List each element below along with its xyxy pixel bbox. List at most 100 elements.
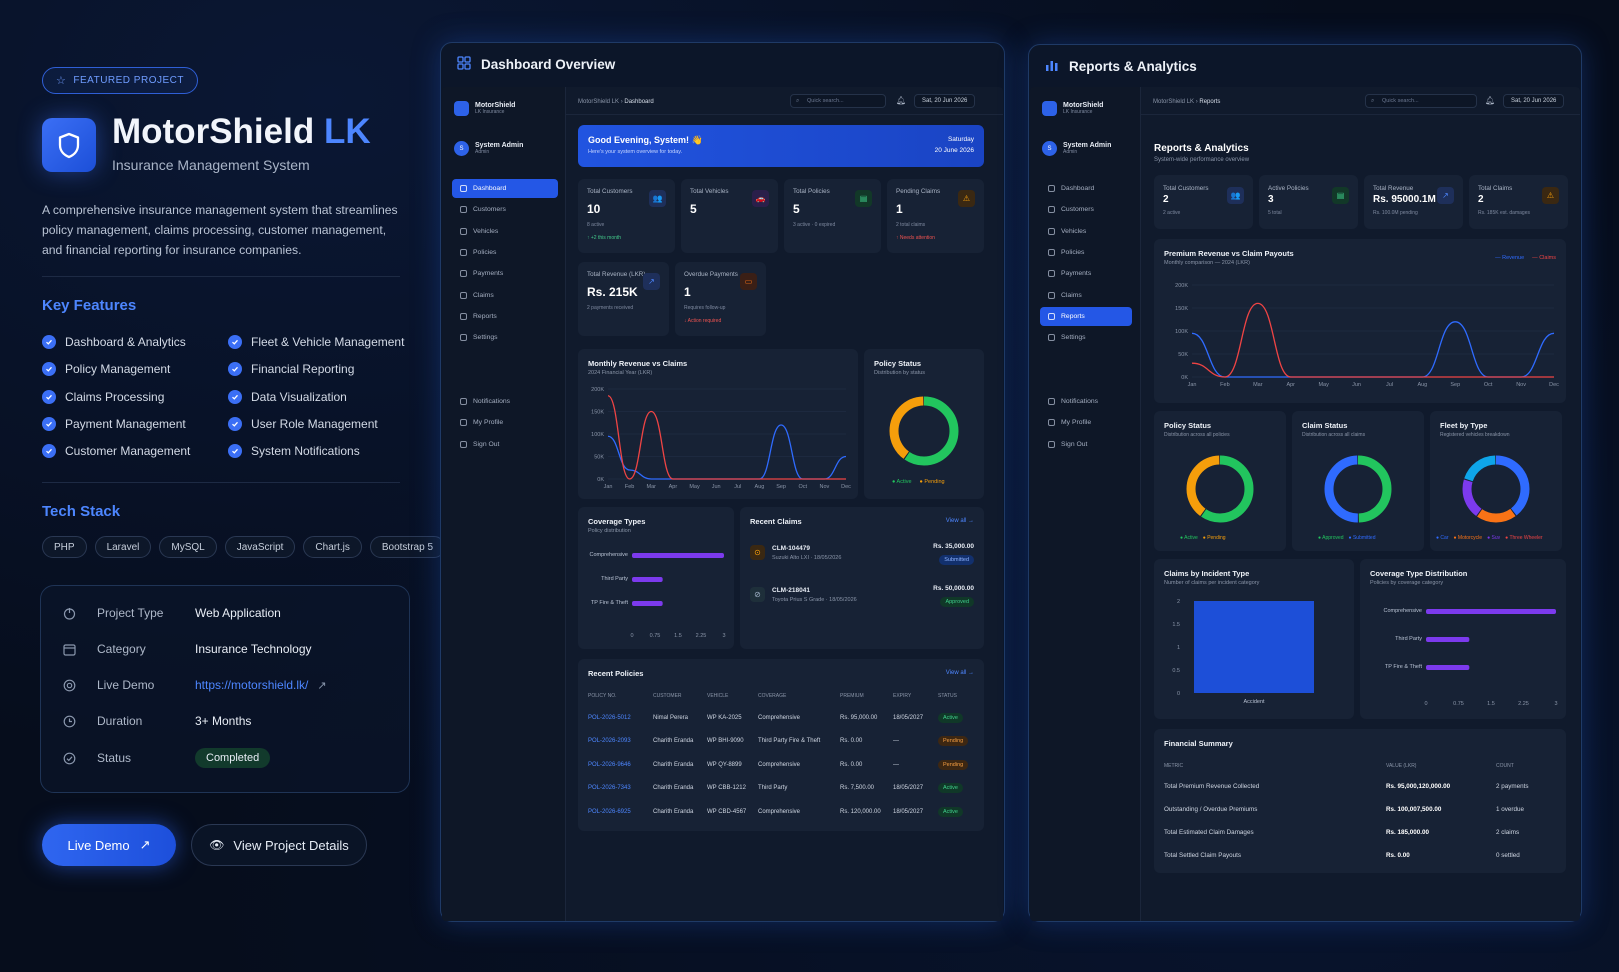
claim-vehicle: Toyota Prius S Grade · 18/05/2026 xyxy=(772,597,857,603)
grid-icon xyxy=(457,55,471,73)
check-icon xyxy=(228,389,242,404)
sidebar-item-policies[interactable]: Policies xyxy=(1040,243,1132,262)
live-demo-link[interactable]: https://motorshield.lk/ xyxy=(195,678,309,692)
stat-value: 2 xyxy=(1478,194,1484,205)
report-stat-card: Total Customers 2 2 active 👥 xyxy=(1154,175,1253,229)
legend-item: ● Car xyxy=(1436,535,1449,541)
sidebar-brand: MotorShield LK Insurance xyxy=(454,101,515,116)
feature-item: Payment Management xyxy=(42,416,222,432)
sidebar-item-reports[interactable]: Reports xyxy=(1040,306,1132,326)
claim-item[interactable]: ⊘ CLM-218041 Toyota Prius S Grade · 18/05/… xyxy=(740,583,984,615)
feature-item: Dashboard & Analytics xyxy=(42,334,222,350)
sidebar-item-settings[interactable]: Settings xyxy=(452,328,558,347)
y-tick-label: 0K xyxy=(1181,375,1188,381)
stat-sub: 2 active xyxy=(1163,210,1181,216)
donut-legend: ● Active ● Pending xyxy=(1180,535,1226,541)
sidebar-brand: MotorShield LK Insurance xyxy=(1042,101,1103,116)
table-cell: Rs. 0.00 xyxy=(1386,852,1410,859)
table-row[interactable]: POL-2026-7343 Charith Eranda WP CBB-1212 Th… xyxy=(578,783,984,799)
donut-card: Policy Status Distribution across all pol… xyxy=(1154,411,1286,551)
claim-amount: Rs. 35,000.00 xyxy=(933,543,974,550)
shield-logo xyxy=(42,118,96,172)
policy-link[interactable]: POL-2026-5012 xyxy=(588,715,631,721)
bar-label: TP Fire & Theft xyxy=(591,600,629,606)
date-display: Sat, 20 Jun 2026 xyxy=(1503,94,1565,108)
bell-icon[interactable]: 🔔︎ xyxy=(896,96,907,105)
sidebar-item-dashboard[interactable]: Dashboard xyxy=(452,179,558,198)
table-row[interactable]: POL-2026-5012 Nimal Perera WP KA-2025 Compr… xyxy=(578,713,984,729)
sidebar-item-my-profile[interactable]: My Profile xyxy=(1040,413,1132,432)
sidebar-item-notifications[interactable]: Notifications xyxy=(452,392,558,411)
user-role: Admin xyxy=(1063,149,1078,155)
sidebar-item-reports[interactable]: Reports xyxy=(452,307,558,326)
sidebar-item-customers[interactable]: Customers xyxy=(1040,200,1132,219)
policy-link[interactable]: POL-2026-7343 xyxy=(588,785,631,792)
policy-link[interactable]: POL-2026-9646 xyxy=(588,761,631,768)
y-tick-label: 100K xyxy=(1175,329,1188,335)
table-cell: Nimal Perera xyxy=(653,715,689,721)
bell-icon[interactable]: 🔔︎ xyxy=(1485,96,1496,105)
x-tick-label: Accident xyxy=(1243,699,1265,705)
info-key: Duration xyxy=(97,714,143,728)
check-icon xyxy=(42,362,56,377)
crumb-root[interactable]: MotorShield LK xyxy=(578,99,620,105)
chart-title: Fleet by Type xyxy=(1440,421,1488,430)
sidebar-item-my-profile[interactable]: My Profile xyxy=(452,413,558,432)
live-demo-button[interactable]: Live Demo ↗ xyxy=(42,824,176,866)
bar xyxy=(1194,601,1314,693)
table-row[interactable]: POL-2026-9646 Charith Eranda WP QY-8899 Com… xyxy=(578,759,984,776)
check-icon xyxy=(42,444,56,459)
sidebar-item-vehicles[interactable]: Vehicles xyxy=(1040,222,1132,241)
sidebar-item-customers[interactable]: Customers xyxy=(452,200,558,219)
feature-label: Policy Management xyxy=(65,362,171,377)
y-tick-label: 200K xyxy=(1175,283,1188,289)
external-link-icon[interactable]: ↗ xyxy=(317,679,327,692)
table-header: CUSTOMER xyxy=(653,693,682,699)
sidebar-item-payments[interactable]: Payments xyxy=(1040,264,1132,283)
panel-title: Dashboard Overview xyxy=(481,56,616,72)
sidebar-item-policies[interactable]: Policies xyxy=(452,243,558,262)
sidebar-item-settings[interactable]: Settings xyxy=(1040,328,1132,347)
features-heading: Key Features xyxy=(42,297,137,314)
search-input[interactable]: ⌕ Quick search... xyxy=(1365,94,1477,108)
view-all-policies-link[interactable]: View all → xyxy=(945,670,974,676)
feature-item: Customer Management xyxy=(42,443,222,459)
sidebar-item-payments[interactable]: Payments xyxy=(452,264,558,283)
sidebar-user[interactable]: S System Admin Admin xyxy=(454,141,523,156)
sidebar-item-vehicles[interactable]: Vehicles xyxy=(452,222,558,241)
search-input[interactable]: ⌕ Quick search... xyxy=(790,94,886,108)
sidebar-item-sign-out[interactable]: Sign Out xyxy=(1040,435,1132,454)
y-tick-label: 0K xyxy=(597,477,604,483)
view-all-claims-link[interactable]: View all → xyxy=(945,518,974,524)
sidebar-item-notifications[interactable]: Notifications xyxy=(1040,392,1132,411)
sidebar-item-claims[interactable]: Claims xyxy=(1040,286,1132,305)
policy-link[interactable]: POL-2026-6925 xyxy=(588,808,631,815)
donut-slice xyxy=(1324,455,1392,523)
view-details-button[interactable]: 👁 View Project Details xyxy=(191,824,367,866)
table-row[interactable]: POL-2026-6925 Charith Eranda WP CBD-4567 Co… xyxy=(578,806,984,823)
sidebar-item-dashboard[interactable]: Dashboard xyxy=(1040,179,1132,198)
policies-icon xyxy=(460,248,467,256)
policy-link[interactable]: POL-2026-2093 xyxy=(588,738,631,745)
revenue-chart-card: Monthly Revenue vs Claims 2024 Financial… xyxy=(578,349,858,499)
sidebar-user[interactable]: S System Admin Admin xyxy=(1042,141,1111,156)
donut-chart xyxy=(1186,455,1254,523)
project-subtitle: Insurance Management System xyxy=(112,157,310,173)
stat-card: Total Revenue (LKR) Rs. 215K 2 payments re… xyxy=(578,262,669,336)
greeting-title: Good Evening, System! 👋 xyxy=(588,135,703,145)
donut-slice xyxy=(1186,455,1254,523)
x-tick-label: Feb xyxy=(625,484,634,490)
donut-legend: ● Car ● Motorcycle ● Suv ● Three Wheeler xyxy=(1436,535,1543,541)
stat-value: 1 xyxy=(896,202,903,216)
y-tick-label: 50K xyxy=(1178,352,1188,358)
claim-item[interactable]: ⊙ CLM-104479 Suzuki Alto LXI · 18/05/2026 R… xyxy=(740,541,984,573)
table-row[interactable]: POL-2026-2093 Charith Eranda WP BHI-9090 Th… xyxy=(578,736,984,752)
x-tick-label: Dec xyxy=(1549,382,1559,388)
sidebar-item-claims[interactable]: Claims xyxy=(452,286,558,305)
check-icon xyxy=(228,444,242,459)
payments-icon xyxy=(460,270,467,278)
bar xyxy=(632,553,724,558)
table-header: VALUE (LKR) xyxy=(1386,763,1417,769)
sidebar-item-sign-out[interactable]: Sign Out xyxy=(452,435,558,454)
crumb-root[interactable]: MotorShield LK xyxy=(1153,99,1195,105)
